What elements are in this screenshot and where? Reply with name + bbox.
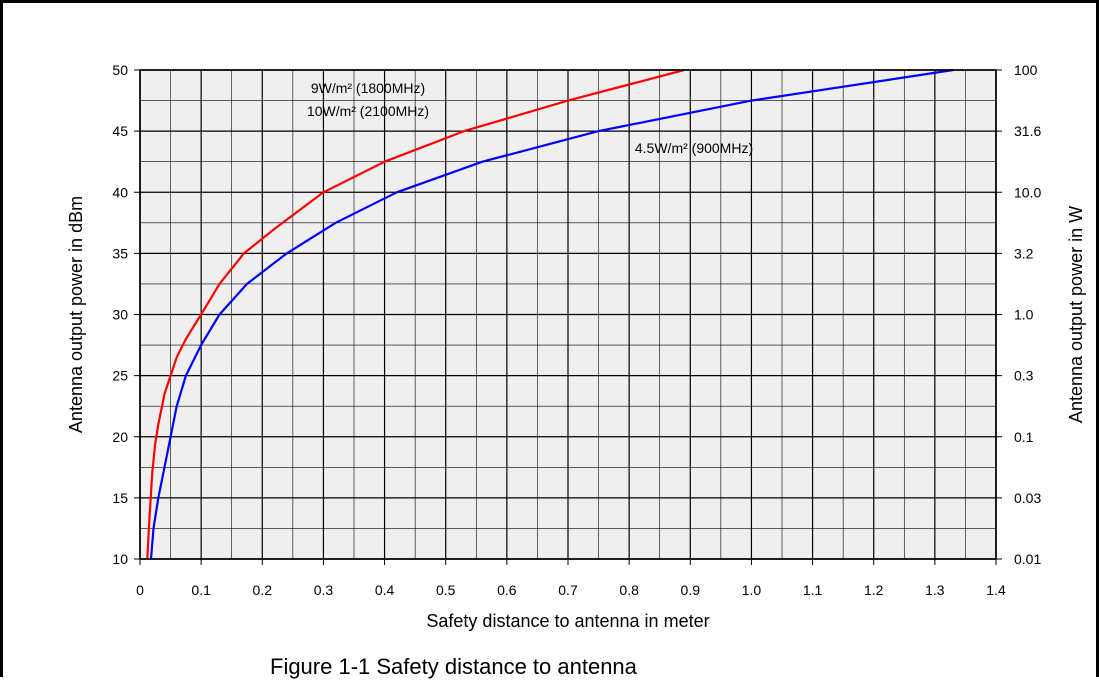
y-tick-label: 30	[112, 307, 128, 323]
x-tick-labels: 0 0.1 0.2 0.3 0.4 0.5 0.6 0.7 0.8 0.9 1.0 1.1 1.2 1.3…	[136, 582, 1006, 598]
y2-tick-label: 31.6	[1014, 123, 1041, 139]
x-tick-label: 0.7	[558, 582, 578, 598]
y-tick-label: 15	[112, 490, 128, 506]
annotation-1800mhz: 9W/m² (1800MHz)	[311, 80, 425, 96]
y2-axis-title: Antenna output power in W	[1066, 206, 1086, 423]
y2-tick-label: 10.0	[1014, 184, 1041, 200]
y-axis-title: Antenna output power in dBm	[66, 196, 86, 433]
x-tick-label: 0	[136, 582, 144, 598]
figure-caption: Figure 1-1 Safety distance to antenna	[270, 654, 637, 680]
x-tick-label: 0.5	[436, 582, 456, 598]
y2-tick-label: 3.2	[1014, 245, 1034, 261]
x-tick-label: 0.3	[314, 582, 334, 598]
y-tick-label: 25	[112, 368, 128, 384]
annotation-900mhz: 4.5W/m² (900MHz)	[635, 140, 753, 156]
x-tick-label: 0.2	[253, 582, 273, 598]
x-axis-title: Safety distance to antenna in meter	[426, 611, 709, 631]
y2-tick-label: 100	[1014, 62, 1038, 78]
y2-tick-label: 0.01	[1014, 551, 1041, 567]
x-tick-label: 1.3	[925, 582, 945, 598]
y2-tick-label: 0.1	[1014, 429, 1034, 445]
y-tick-label: 20	[112, 429, 128, 445]
x-tick-label: 1.1	[803, 582, 823, 598]
y-tick-label: 10	[112, 551, 128, 567]
y-tick-labels: 10 15 20 25 30 35 40 45 50	[112, 62, 128, 567]
y2-tick-label: 0.3	[1014, 368, 1034, 384]
y2-tick-label: 0.03	[1014, 490, 1041, 506]
x-tick-label: 0.4	[375, 582, 395, 598]
chart: 0 0.1 0.2 0.3 0.4 0.5 0.6 0.7 0.8 0.9 1.0 1.1 1.2 1.3…	[0, 0, 1099, 650]
x-tick-label: 0.9	[681, 582, 701, 598]
x-tick-label: 1.2	[864, 582, 884, 598]
x-tick-label: 0.1	[191, 582, 211, 598]
y-tick-label: 50	[112, 62, 128, 78]
x-tick-label: 0.8	[619, 582, 639, 598]
y2-tick-label: 1.0	[1014, 307, 1034, 323]
y-tick-label: 40	[112, 184, 128, 200]
y-tick-label: 35	[112, 245, 128, 261]
x-tick-label: 1.4	[986, 582, 1006, 598]
y-tick-label: 45	[112, 123, 128, 139]
x-tick-label: 1.0	[742, 582, 762, 598]
annotation-2100mhz: 10W/m² (2100MHz)	[307, 103, 429, 119]
x-tick-label: 0.6	[497, 582, 517, 598]
y2-tick-labels: 0.01 0.03 0.1 0.3 1.0 3.2 10.0 31.6 100	[1014, 62, 1041, 567]
